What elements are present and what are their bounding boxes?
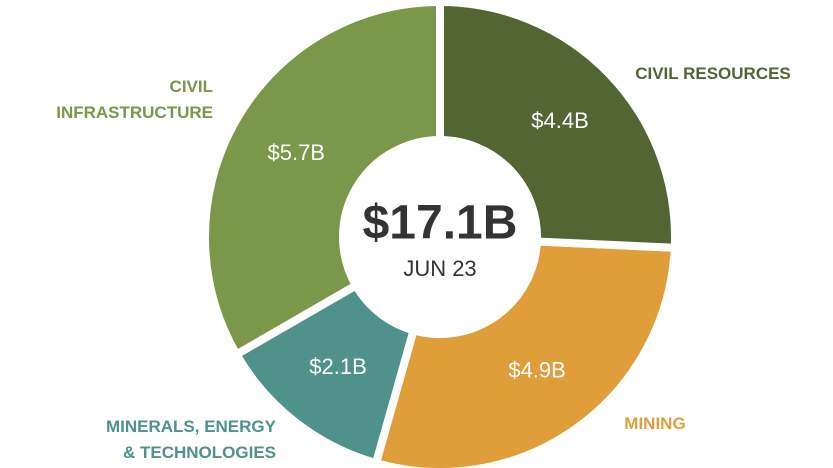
donut-slice xyxy=(436,0,679,252)
category-label: CIVIL RESOURCES xyxy=(635,64,791,83)
value-label: $4.9B xyxy=(508,357,566,382)
value-label: $2.1B xyxy=(309,354,367,379)
donut-slice xyxy=(371,237,679,468)
value-label: $5.7B xyxy=(267,140,325,165)
donut-slice xyxy=(201,0,444,360)
center-title: $17.1B xyxy=(363,197,518,250)
donut-slice xyxy=(231,280,419,468)
category-label: MINING xyxy=(624,414,685,433)
value-label: $4.4B xyxy=(531,108,589,133)
center-subtitle: JUN 23 xyxy=(403,256,476,281)
category-label: MINERALS, ENERGY & TECHNOLOGIES xyxy=(106,417,277,462)
category-label: CIVIL INFRASTRUCTURE xyxy=(56,77,213,122)
